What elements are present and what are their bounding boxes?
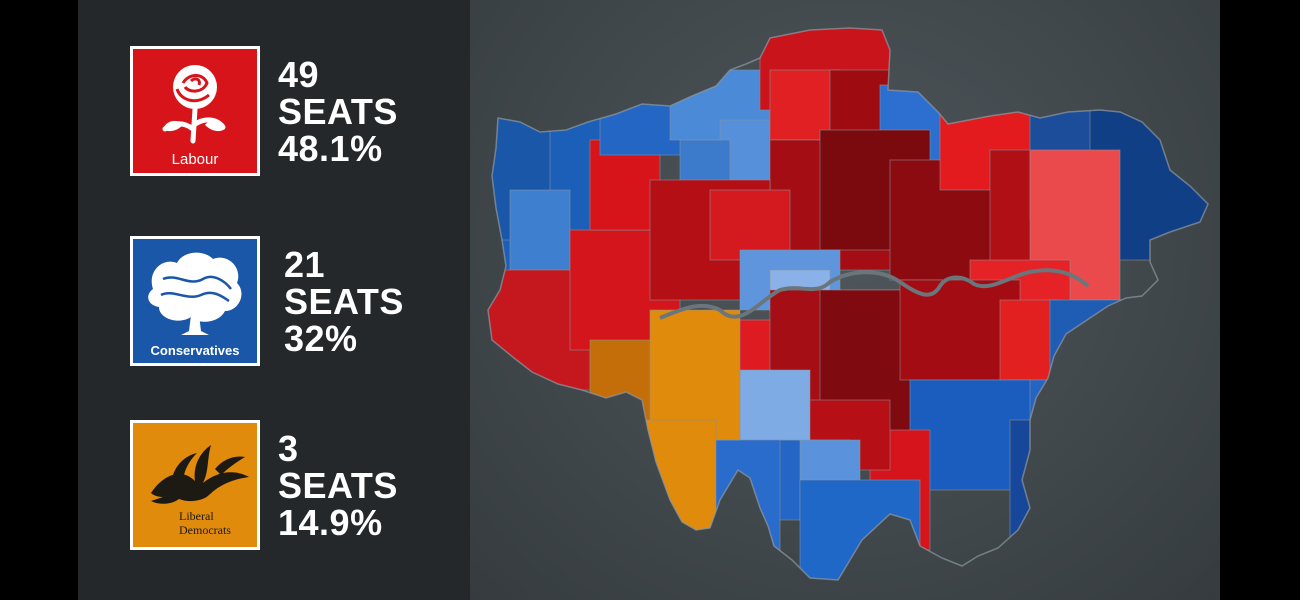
labour-logo: Labour (130, 46, 260, 176)
conservative-stats: 21 SEATS 32% (284, 246, 404, 357)
map-region (1049, 299, 1208, 421)
labour-vote-share: 48.1% (278, 127, 383, 169)
london-constituency-map (487, 27, 1209, 581)
london-boundary (487, 27, 1209, 581)
libdem-vote-share: 14.9% (278, 501, 383, 543)
results-graphic: Labour 49 SEATS 48.1% Conservatives (78, 0, 1220, 600)
libdem-bird-icon (151, 445, 249, 504)
map-region (649, 309, 741, 441)
libdem-logo-text-line1: Liberal (179, 509, 214, 523)
libdem-seats-label: SEATS (278, 464, 398, 506)
libdem-seat-count: 3 (278, 427, 299, 469)
conservative-tree-icon (148, 252, 242, 335)
conservative-seats-label: SEATS (284, 280, 404, 322)
labour-seats-label: SEATS (278, 90, 398, 132)
map-region (739, 369, 811, 441)
map-region (645, 419, 717, 541)
party-row-libdem: Liberal Democrats 3 SEATS 14.9% (130, 420, 398, 550)
labour-stats: 49 SEATS 48.1% (278, 56, 398, 167)
map-region (769, 69, 841, 141)
libdem-stats: 3 SEATS 14.9% (278, 430, 398, 541)
party-row-conservative: Conservatives 21 SEATS 32% (130, 236, 404, 366)
labour-seat-count: 49 (278, 53, 320, 95)
conservative-logo: Conservatives (130, 236, 260, 366)
conservative-logo-text: Conservatives (150, 343, 240, 358)
results-legend: Labour 49 SEATS 48.1% Conservatives (78, 0, 470, 600)
conservative-seat-count: 21 (284, 243, 326, 285)
map-region (1009, 419, 1151, 580)
party-row-labour: Labour 49 SEATS 48.1% (130, 46, 398, 176)
map-region (799, 479, 921, 580)
conservative-vote-share: 32% (284, 317, 358, 359)
river-thames (659, 268, 1090, 320)
map-region (509, 189, 571, 271)
labour-rose-icon (162, 65, 226, 144)
london-map-panel (470, 0, 1220, 600)
libdem-logo: Liberal Democrats (130, 420, 260, 550)
labour-logo-text: Labour (171, 151, 219, 168)
map-region (709, 189, 791, 261)
libdem-logo-text-line2: Democrats (179, 523, 231, 537)
